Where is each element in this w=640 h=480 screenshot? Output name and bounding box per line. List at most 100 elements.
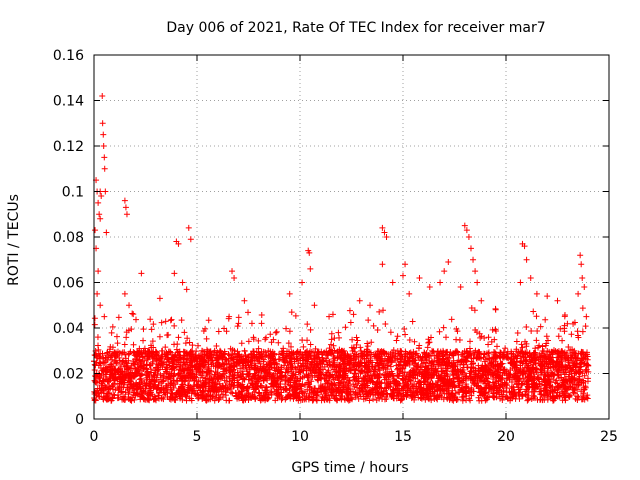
data-point bbox=[234, 395, 241, 402]
data-point bbox=[457, 284, 464, 291]
data-point bbox=[525, 396, 532, 403]
data-point bbox=[294, 376, 301, 383]
data-point bbox=[100, 143, 107, 149]
data-point bbox=[424, 365, 431, 372]
data-point bbox=[292, 312, 299, 319]
y-tick-label: 0.1 bbox=[62, 185, 84, 201]
data-point bbox=[458, 377, 465, 384]
data-point bbox=[354, 337, 361, 344]
data-point bbox=[478, 297, 485, 304]
data-point bbox=[229, 381, 236, 388]
data-point bbox=[477, 355, 484, 362]
data-point bbox=[222, 384, 229, 391]
data-point bbox=[482, 385, 489, 392]
data-point bbox=[247, 366, 254, 373]
data-point bbox=[434, 387, 441, 394]
data-point bbox=[460, 393, 467, 400]
data-point bbox=[154, 355, 161, 362]
data-point bbox=[321, 387, 328, 394]
data-point bbox=[153, 376, 160, 383]
data-point bbox=[327, 389, 334, 396]
data-point bbox=[244, 383, 251, 390]
data-point bbox=[523, 323, 530, 330]
data-point bbox=[96, 371, 103, 378]
data-point bbox=[479, 387, 486, 394]
x-tick-label: 5 bbox=[193, 429, 202, 445]
data-point bbox=[346, 353, 353, 360]
data-point bbox=[156, 389, 163, 396]
data-point bbox=[120, 384, 127, 391]
data-point bbox=[173, 377, 180, 384]
data-point bbox=[396, 380, 403, 387]
data-point bbox=[334, 349, 341, 356]
data-point bbox=[430, 383, 437, 390]
data-point bbox=[576, 368, 583, 375]
data-point bbox=[109, 352, 116, 359]
data-point bbox=[428, 334, 435, 341]
data-point bbox=[373, 372, 380, 379]
data-point bbox=[429, 373, 436, 380]
data-point bbox=[559, 348, 566, 355]
data-point bbox=[292, 380, 299, 387]
data-point bbox=[165, 331, 172, 338]
data-point bbox=[450, 363, 457, 370]
data-point bbox=[408, 392, 415, 399]
data-point bbox=[228, 386, 235, 393]
data-point bbox=[521, 243, 528, 250]
data-point bbox=[574, 393, 581, 400]
data-point bbox=[565, 356, 572, 363]
data-point bbox=[348, 367, 355, 374]
data-point bbox=[331, 347, 338, 354]
data-point bbox=[298, 352, 305, 359]
data-point bbox=[97, 302, 104, 309]
data-point bbox=[215, 362, 222, 369]
data-point bbox=[358, 368, 365, 375]
data-point bbox=[379, 224, 386, 231]
data-point bbox=[562, 366, 569, 373]
data-point bbox=[106, 346, 113, 353]
data-point bbox=[395, 361, 402, 368]
data-point bbox=[552, 394, 559, 401]
data-point bbox=[417, 353, 424, 360]
data-point bbox=[314, 389, 321, 396]
data-point bbox=[360, 381, 367, 388]
data-point bbox=[328, 336, 335, 343]
data-point bbox=[415, 394, 422, 401]
data-point bbox=[537, 388, 544, 395]
data-point bbox=[283, 325, 290, 332]
data-point bbox=[339, 355, 346, 362]
data-point bbox=[430, 361, 437, 368]
data-point bbox=[268, 351, 275, 358]
data-point bbox=[542, 384, 549, 391]
data-point bbox=[333, 397, 340, 404]
data-point bbox=[290, 370, 297, 377]
data-point bbox=[579, 352, 586, 359]
data-point bbox=[155, 384, 162, 391]
data-point bbox=[264, 387, 271, 394]
data-point bbox=[234, 323, 241, 330]
data-point bbox=[326, 397, 333, 404]
data-point bbox=[481, 366, 488, 373]
data-point bbox=[211, 371, 218, 378]
data-point bbox=[422, 396, 429, 403]
data-point bbox=[288, 354, 295, 361]
data-point bbox=[393, 337, 400, 344]
data-point bbox=[354, 392, 361, 399]
data-point bbox=[229, 376, 236, 383]
data-point bbox=[349, 396, 356, 403]
data-point bbox=[305, 380, 312, 387]
data-point bbox=[530, 392, 537, 399]
data-point bbox=[304, 337, 311, 344]
data-point bbox=[104, 349, 111, 356]
data-point bbox=[517, 362, 524, 369]
data-point bbox=[524, 397, 531, 404]
data-point bbox=[121, 290, 128, 297]
data-point bbox=[115, 314, 122, 321]
data-point bbox=[305, 353, 312, 360]
data-point bbox=[552, 379, 559, 386]
data-point bbox=[97, 360, 104, 367]
data-point bbox=[538, 378, 545, 385]
data-point bbox=[508, 394, 515, 401]
data-point bbox=[390, 376, 397, 383]
data-point bbox=[291, 384, 298, 391]
